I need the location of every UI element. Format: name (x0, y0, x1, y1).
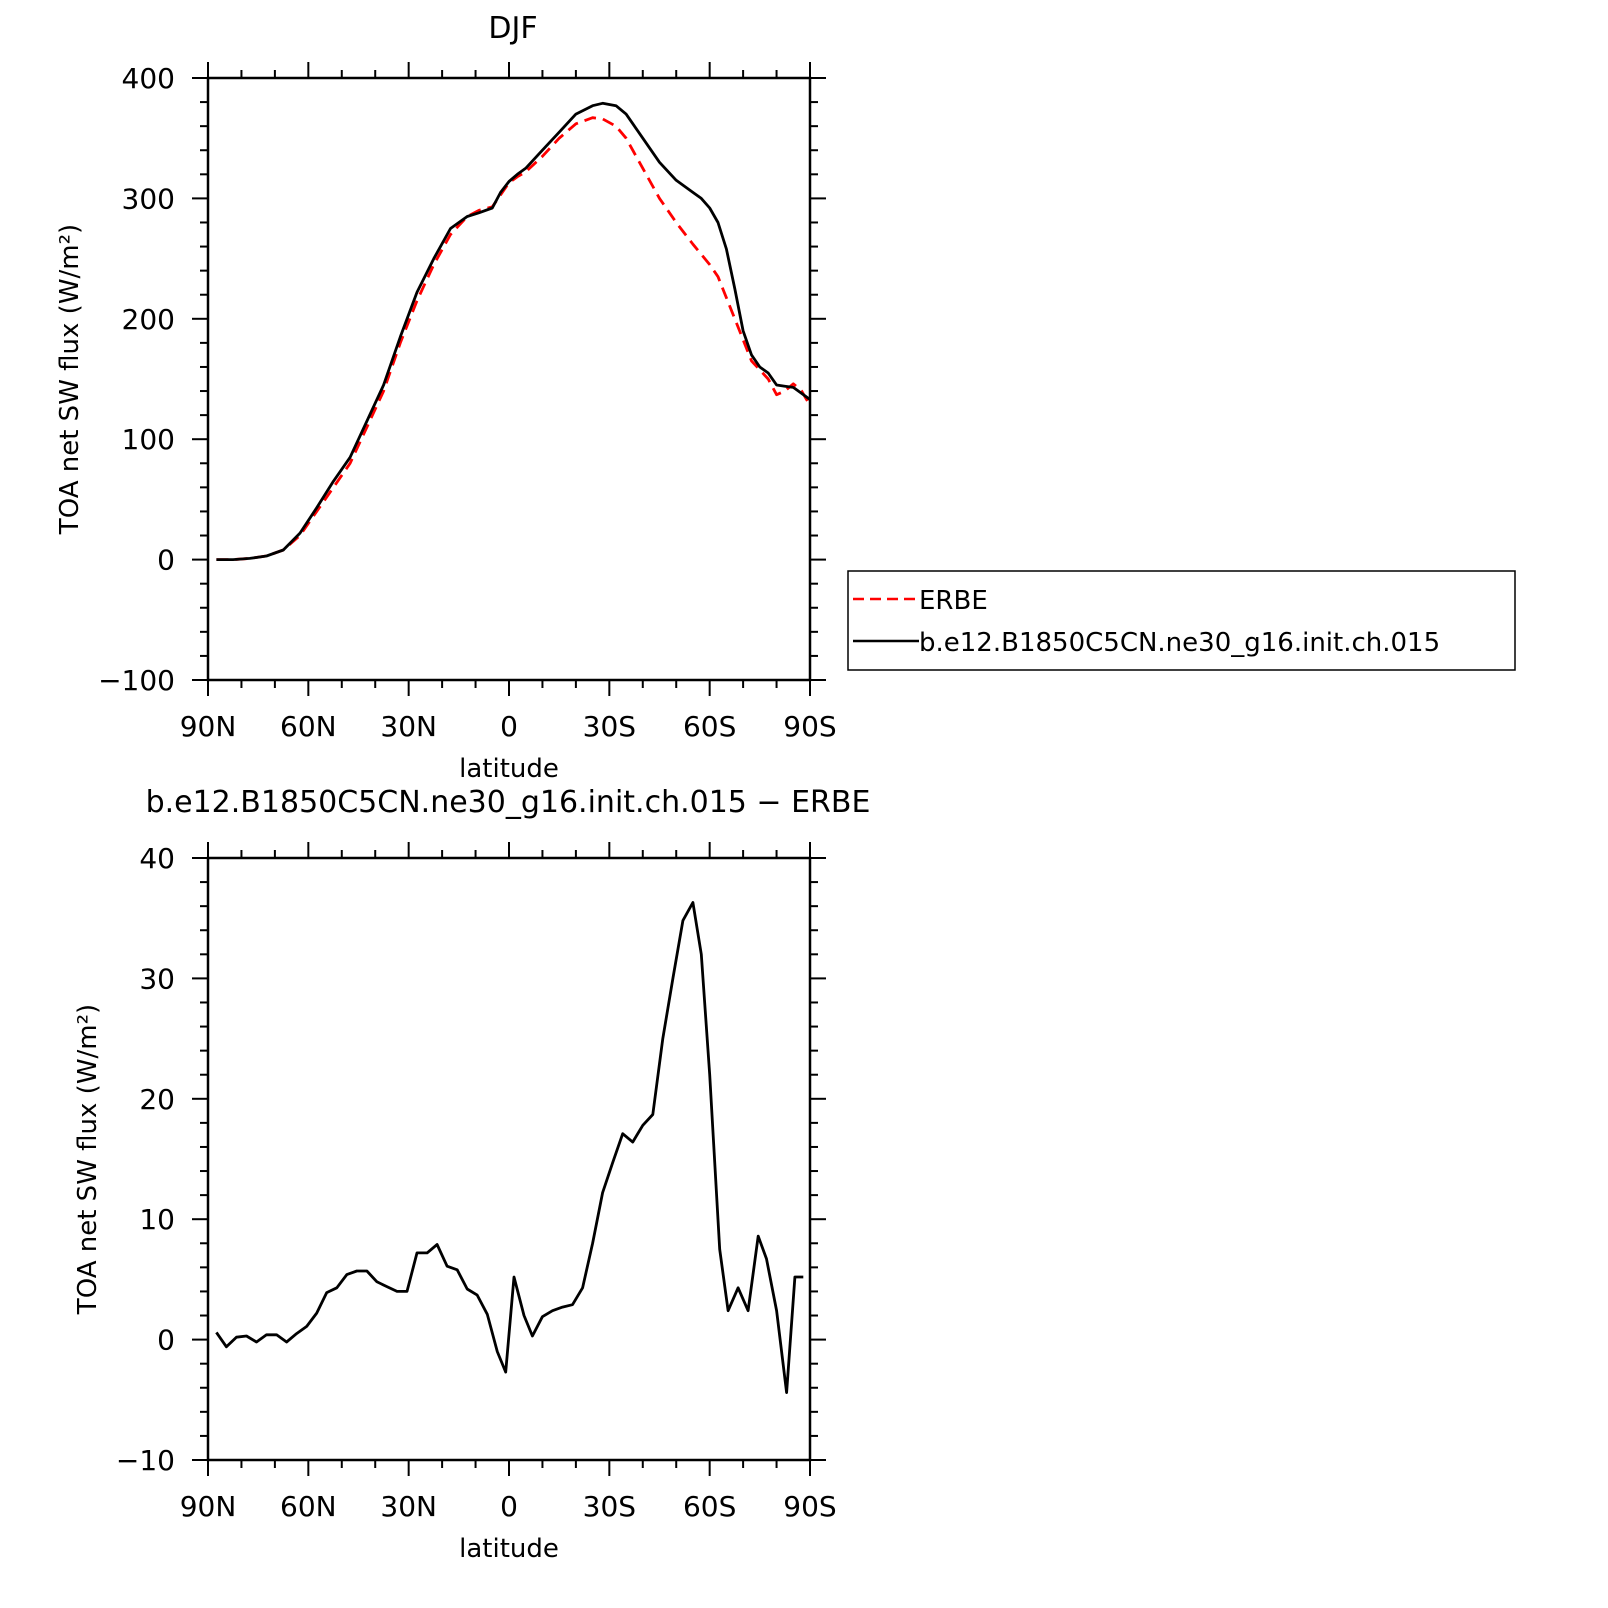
panel-top-x-tick-label: 60S (683, 710, 736, 743)
panel-bottom-y-tick-label: 30 (139, 962, 175, 995)
panel-top-x-tick-label: 60N (280, 710, 337, 743)
legend-label-model: b.e12.B1850C5CN.ne30_g16.init.ch.015 (919, 628, 1440, 658)
panel-top-y-tick-label: 100 (122, 423, 175, 456)
panel-top-y-tick-label: 0 (157, 544, 175, 577)
panel-top: DJF 90N 60N 30N 0 30S 60S 90S −100 0 100 200 300 400… (55, 11, 1516, 784)
panel-top-x-axis-label: latitude (459, 754, 559, 784)
panel-bottom-y-tick-label: 10 (139, 1203, 175, 1236)
panel-top-y-tick-label: 300 (122, 182, 175, 215)
panel-bottom-x-tick-label: 0 (500, 1490, 518, 1523)
panel-bottom-x-tick-label: 60N (280, 1490, 337, 1523)
panel-bottom-y-tick-label: 40 (139, 842, 175, 875)
panel-bottom-x-tick-label: 90S (783, 1490, 836, 1523)
panel-bottom-x-tick-label: 30N (380, 1490, 437, 1523)
panel-bottom-y-tick-label: 20 (139, 1083, 175, 1116)
panel-bottom-x-axis-label: latitude (459, 1534, 559, 1564)
panel-top-x-tick-label: 90N (180, 710, 237, 743)
panel-top-x-tick-label: 0 (500, 710, 518, 743)
legend-label-erbe: ERBE (919, 586, 988, 616)
panel-bottom-y-tick-label: 0 (157, 1324, 175, 1357)
panel-top-x-tick-label: 30N (380, 710, 437, 743)
panel-bottom-x-tick-label: 90N (180, 1490, 237, 1523)
panel-bottom-series-line-0 (215, 901, 804, 1394)
panel-bottom: b.e12.B1850C5CN.ne30_g16.init.ch.015 − E… (73, 785, 870, 1564)
panel-bottom-series (215, 901, 804, 1394)
panel-bottom-x-tick-label: 60S (683, 1490, 736, 1523)
panel-top-y-axis-label: TOA net SW flux (W/m²) (55, 224, 85, 535)
panel-top-x-tick-label: 90S (783, 710, 836, 743)
panel-bottom-plot-frame (206, 856, 812, 1462)
panel-top-series-line-erbe (216, 116, 812, 561)
panel-bottom-axes: 90N 60N 30N 0 30S 60S 90S −10 0 10 20 30 40 (116, 842, 837, 1523)
panel-top-title: DJF (488, 11, 537, 46)
panel-top-series-line-b-e12-b1850c5cn-ne30-g16-init-ch-015 (216, 101, 811, 561)
panel-bottom-y-tick-label: −10 (116, 1444, 175, 1477)
panel-top-series (216, 101, 812, 561)
panel-top-plot-frame (206, 76, 812, 682)
panel-bottom-title: b.e12.B1850C5CN.ne30_g16.init.ch.015 − E… (146, 785, 871, 820)
panel-top-axes: 90N 60N 30N 0 30S 60S 90S −100 0 100 200 300 400 (98, 62, 837, 743)
legend-box (847, 570, 1516, 671)
panel-top-y-tick-label: 400 (122, 62, 175, 95)
panel-top-x-tick-label: 30S (583, 710, 636, 743)
panel-bottom-x-tick-label: 30S (583, 1490, 636, 1523)
panel-bottom-y-axis-label: TOA net SW flux (W/m²) (73, 1004, 103, 1315)
panel-top-y-tick-label: −100 (98, 664, 175, 697)
panel-top-y-tick-label: 200 (122, 303, 175, 336)
legend: ERBE b.e12.B1850C5CN.ne30_g16.init.ch.01… (847, 570, 1516, 671)
